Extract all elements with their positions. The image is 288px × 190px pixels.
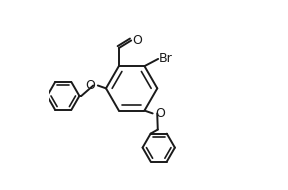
Text: O: O xyxy=(86,79,96,92)
Text: Br: Br xyxy=(159,52,173,65)
Text: O: O xyxy=(132,34,142,47)
Text: O: O xyxy=(155,107,165,120)
